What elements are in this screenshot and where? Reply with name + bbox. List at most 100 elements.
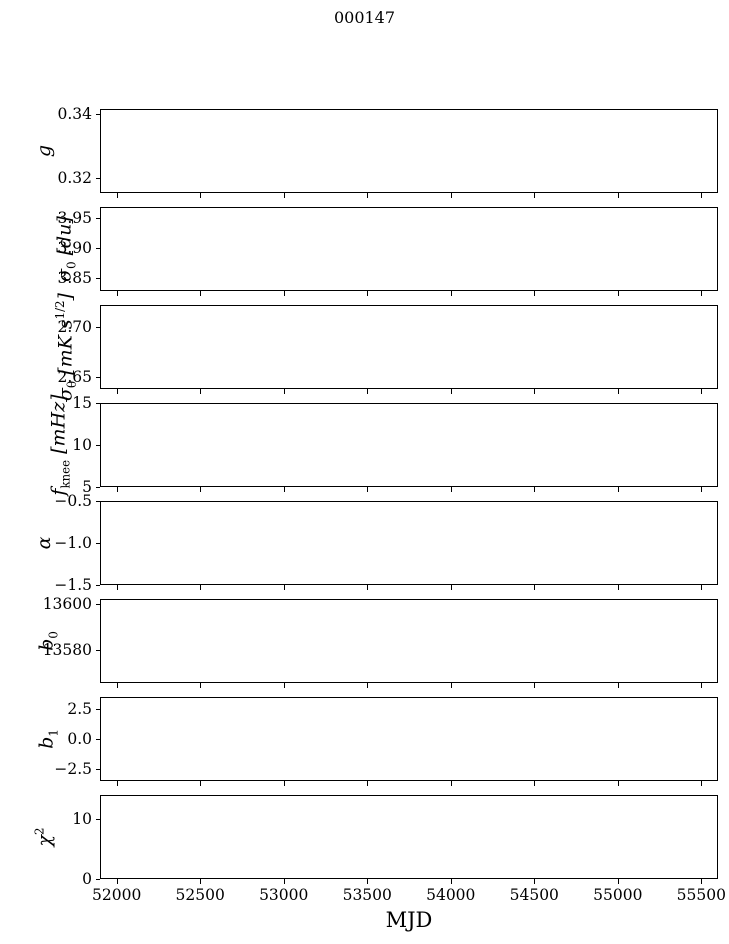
figure-title: 000147 xyxy=(333,8,396,27)
xtick-mark xyxy=(450,781,452,786)
ytick-label: −1.0 xyxy=(54,534,92,552)
xtick-mark xyxy=(283,781,285,786)
xtick-mark xyxy=(283,487,285,492)
xtick-mark xyxy=(200,291,202,296)
xtick-mark xyxy=(116,487,118,492)
ytick-label: 0 xyxy=(82,870,92,888)
xtick-mark xyxy=(701,193,703,198)
ytick-mark xyxy=(95,501,100,502)
xtick-mark xyxy=(534,389,536,394)
ytick-mark xyxy=(95,603,100,605)
xtick-mark xyxy=(617,291,619,296)
axes-frame-fknee xyxy=(100,403,718,487)
xtick-mark xyxy=(450,487,452,492)
xtick-mark xyxy=(701,585,703,590)
xtick-mark xyxy=(450,879,452,884)
xtick-mark xyxy=(116,879,118,884)
ytick-label: 13580 xyxy=(42,641,92,660)
xtick-mark xyxy=(200,585,202,590)
xtick-label: 52500 xyxy=(175,886,225,904)
ytick-label: −2.5 xyxy=(54,760,92,778)
xtick-label: 55000 xyxy=(593,886,643,904)
ytick-label: 3.90 xyxy=(57,238,92,257)
xtick-mark xyxy=(116,389,118,394)
ytick-mark xyxy=(95,819,100,820)
y-axis-label: b0 xyxy=(35,631,61,651)
ytick-label: 0.32 xyxy=(57,169,92,188)
ytick-mark xyxy=(95,403,100,404)
y-axis-label: σθ [mK s1/2] xyxy=(52,293,80,401)
xtick-mark xyxy=(617,193,619,198)
xtick-mark xyxy=(116,585,118,590)
xtick-mark xyxy=(534,781,536,786)
ytick-mark xyxy=(95,217,100,219)
xtick-mark xyxy=(701,879,703,884)
xtick-mark xyxy=(116,291,118,296)
axes-frame-sigma0 xyxy=(100,207,718,291)
ytick-mark xyxy=(95,113,100,115)
xtick-mark xyxy=(617,781,619,786)
xtick-mark xyxy=(367,585,369,590)
xtick-mark xyxy=(200,487,202,492)
xtick-mark xyxy=(701,683,703,688)
y-axis-label: g xyxy=(33,144,55,158)
panel-fknee: 5 10 15 fknee [mHz] xyxy=(48,394,718,496)
ytick-label: 15 xyxy=(72,394,92,412)
ytick-label: 3.95 xyxy=(57,208,92,227)
ytick-mark xyxy=(95,327,100,328)
xtick-mark xyxy=(450,389,452,394)
ytick-label: 13600 xyxy=(42,594,92,613)
y-axis-label: σ0 [du] xyxy=(53,216,79,282)
xtick-mark xyxy=(367,193,369,198)
xtick-mark xyxy=(283,193,285,198)
axes-frame-b0 xyxy=(100,599,718,683)
xtick-mark xyxy=(701,781,703,786)
axes-frame-g xyxy=(100,109,718,193)
xtick-mark xyxy=(367,683,369,688)
ytick-label: 3.85 xyxy=(57,268,92,287)
xtick-label: 54000 xyxy=(426,886,476,904)
xtick-mark xyxy=(701,487,703,492)
xtick-mark xyxy=(283,291,285,296)
xtick-mark xyxy=(367,879,369,884)
xtick-mark xyxy=(283,879,285,884)
xtick-label: 54500 xyxy=(509,886,559,904)
xtick-mark xyxy=(617,389,619,394)
ytick-label: −0.5 xyxy=(54,492,92,510)
x-axis-label: MJD xyxy=(385,908,433,932)
ytick-mark xyxy=(95,879,100,880)
axes-frame-chi2 xyxy=(100,795,718,879)
panel-sigma0: 3.85 3.90 3.95 σ0 [du] xyxy=(54,207,718,296)
xtick-mark xyxy=(116,683,118,688)
ytick-label: 0.34 xyxy=(57,104,92,123)
y-axis-label: b1 xyxy=(35,729,61,749)
ytick-mark xyxy=(95,445,100,446)
xtick-mark xyxy=(450,193,452,198)
ytick-mark xyxy=(95,650,100,652)
y-axis-label: α xyxy=(33,536,55,550)
ytick-label: 10 xyxy=(72,436,92,454)
xtick-mark xyxy=(283,389,285,394)
xtick-mark xyxy=(617,879,619,884)
panel-alpha: −1.5 −1.0 −0.5 α xyxy=(33,492,718,594)
panel-sigma-theta: 2.65 2.70 σθ [mK s1/2] xyxy=(53,293,718,401)
xtick-mark xyxy=(367,291,369,296)
panel-b1: −2.5 0.0 2.5 b1 xyxy=(36,697,718,786)
xtick-mark xyxy=(534,487,536,492)
ytick-label: 2.70 xyxy=(57,318,92,336)
ytick-mark xyxy=(95,277,100,279)
xtick-label: 52000 xyxy=(92,886,142,904)
xtick-mark xyxy=(200,389,202,394)
ytick-label: 2.5 xyxy=(67,700,92,718)
y-axis-label: χ2 xyxy=(32,827,56,847)
xtick-mark xyxy=(116,781,118,786)
xtick-mark xyxy=(200,879,202,884)
panel-chi2: 0 10 χ2 52000 52500 53000 53500 54000 54500 55000… xyxy=(32,795,726,904)
xtick-mark xyxy=(617,487,619,492)
xtick-mark xyxy=(534,683,536,688)
xtick-mark xyxy=(450,291,452,296)
ytick-label: 10 xyxy=(72,810,92,828)
ytick-label: 5 xyxy=(82,478,92,496)
axes-frame-b1 xyxy=(100,697,718,781)
